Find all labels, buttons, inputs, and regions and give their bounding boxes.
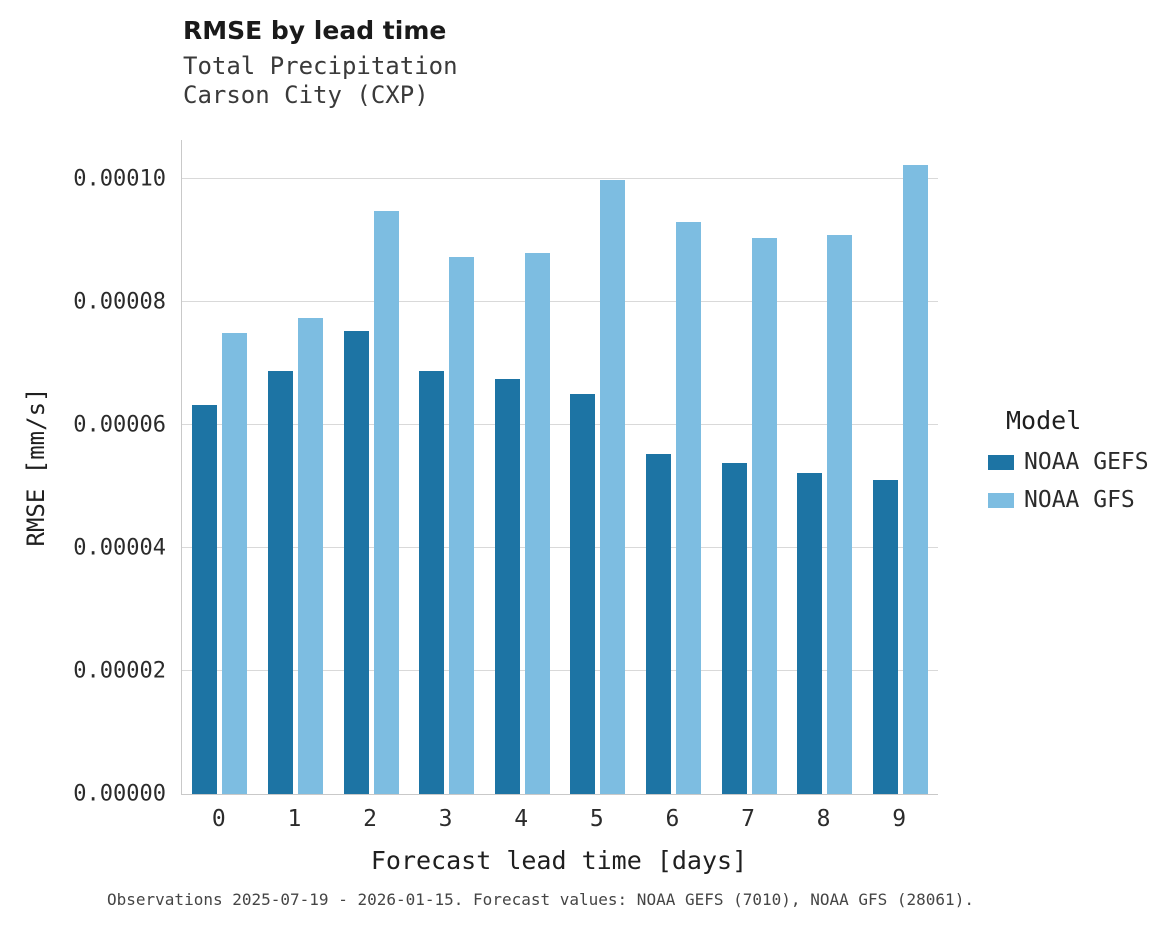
x-tick-label-8: 8	[816, 806, 831, 832]
x-tick-label-5: 5	[589, 806, 604, 832]
bar-noaa-gfs-day-2	[373, 211, 399, 794]
bar-noaa-gefs-day-6	[645, 453, 671, 794]
bar-noaa-gfs-day-1	[297, 318, 323, 794]
y-tick-label: 0.00008	[73, 289, 166, 315]
bar-noaa-gfs-day-9	[902, 164, 928, 794]
x-tick-label-0: 0	[211, 806, 226, 832]
legend-label: NOAA GEFS	[1024, 449, 1149, 475]
bar-noaa-gfs-day-8	[827, 234, 853, 794]
x-tick-label-4: 4	[514, 806, 529, 832]
legend-swatch-icon	[988, 454, 1014, 470]
y-tick-label: 0.00004	[73, 535, 166, 561]
y-tick-label: 0.00002	[73, 658, 166, 684]
bar-noaa-gefs-day-2	[343, 331, 369, 794]
bar-noaa-gefs-day-1	[267, 370, 293, 794]
y-tick-label: 0.00006	[73, 412, 166, 438]
gridline-0.00002	[182, 669, 938, 671]
bar-noaa-gefs-day-8	[797, 473, 823, 794]
gridline-0.00006	[182, 423, 938, 425]
bar-noaa-gfs-day-5	[600, 180, 626, 794]
legend-title: Model	[1006, 406, 1082, 435]
gridline-0.00004	[182, 546, 938, 548]
x-tick-label-6: 6	[665, 806, 680, 832]
legend-swatch-icon	[988, 492, 1014, 508]
chart-subtitle-variable: Total Precipitation	[183, 52, 458, 80]
bar-noaa-gfs-day-7	[751, 237, 777, 794]
x-tick-label-7: 7	[741, 806, 755, 832]
bar-noaa-gefs-day-3	[419, 370, 445, 794]
bar-noaa-gfs-day-4	[524, 253, 550, 794]
bar-noaa-gefs-day-5	[570, 394, 596, 794]
bar-noaa-gefs-day-4	[494, 379, 520, 794]
legend-label: NOAA GFS	[1024, 487, 1135, 513]
x-axis-label: Forecast lead time [days]	[370, 846, 748, 875]
bar-noaa-gefs-day-9	[872, 480, 898, 794]
footnote-caption: Observations 2025-07-19 - 2026-01-15. Fo…	[107, 890, 974, 909]
bar-noaa-gfs-day-3	[449, 256, 475, 794]
legend-item-noaa-gefs: NOAA GEFS	[988, 449, 1149, 475]
bar-noaa-gfs-day-6	[675, 222, 701, 794]
chart-title: RMSE by lead time	[183, 16, 447, 45]
bar-noaa-gefs-day-0	[192, 405, 218, 794]
y-tick-label: 0.00000	[73, 781, 166, 807]
x-tick-label-2: 2	[363, 806, 377, 832]
legend: Model NOAA GEFS NOAA GFS	[988, 406, 1149, 513]
bar-noaa-gfs-day-0	[222, 332, 248, 794]
gridline-0.00008	[182, 300, 938, 302]
legend-item-noaa-gfs: NOAA GFS	[988, 487, 1149, 513]
plot-area	[181, 140, 938, 795]
y-tick-label: 0.00010	[73, 166, 166, 192]
legend-items: NOAA GEFS NOAA GFS	[988, 449, 1149, 513]
x-tick-label-9: 9	[892, 806, 907, 832]
chart-subtitle-station: Carson City (CXP)	[183, 81, 429, 109]
bar-noaa-gefs-day-7	[721, 463, 747, 794]
gridline-0.00010	[182, 177, 938, 179]
x-tick-label-3: 3	[438, 806, 453, 832]
x-tick-label-1: 1	[287, 806, 302, 832]
